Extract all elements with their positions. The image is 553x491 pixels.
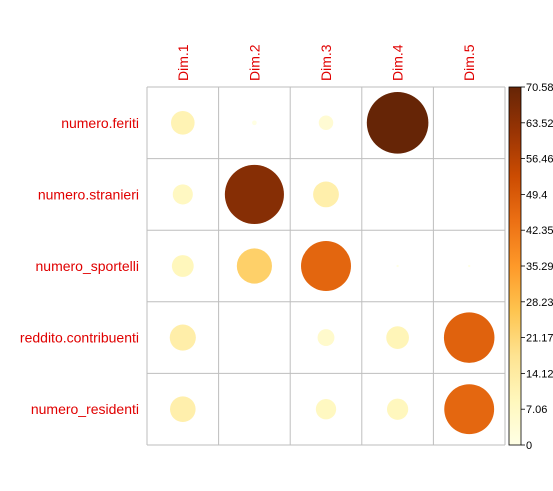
cell-circle <box>366 92 429 154</box>
cell-circle <box>313 181 339 208</box>
cell-circle <box>170 110 195 135</box>
cell-circle <box>224 164 284 224</box>
colorbar-tick-label: 7.06 <box>526 404 547 416</box>
row-label: numero.feriti <box>61 115 139 131</box>
cell-circle <box>396 264 399 268</box>
colorbar-tick-label: 35.29 <box>526 261 553 273</box>
colorbar-tick-label: 14.12 <box>526 368 553 380</box>
cell-circle <box>301 241 351 291</box>
colorbar-tick-label: 49.4 <box>526 189 547 201</box>
colorbar: 70.58 63.52 56.46 49.4 42.35 35.29 28.23 21.17 1… <box>508 82 553 452</box>
row-labels: numero.feriti numero.stranieri numero_spor… <box>20 115 139 417</box>
row-label: numero_residenti <box>31 401 139 417</box>
row-label: reddito.contribuenti <box>20 330 139 346</box>
colorbar-tick-label: 21.17 <box>526 333 553 345</box>
circles <box>169 92 495 435</box>
cell-circle <box>317 329 335 347</box>
cell-circle <box>386 326 409 349</box>
row-label: numero_sportelli <box>36 258 140 274</box>
cell-circle <box>170 396 196 423</box>
column-label: Dim.1 <box>175 44 191 81</box>
cell-circle <box>318 115 334 131</box>
column-label: Dim.3 <box>318 44 334 81</box>
cell-circle <box>252 120 257 126</box>
cell-circle <box>468 264 471 268</box>
cell-circle <box>444 384 495 435</box>
row-label: numero.stranieri <box>38 186 139 202</box>
colorbar-tick-label: 70.58 <box>526 82 553 94</box>
colorbar-tick-label: 28.23 <box>526 297 553 309</box>
colorbar-tick-label: 63.52 <box>526 118 553 130</box>
column-label: Dim.2 <box>246 44 262 81</box>
column-labels: Dim.1 Dim.2 Dim.3 Dim.4 Dim.5 <box>175 44 477 81</box>
colorbar-tick-label: 0 <box>526 440 532 452</box>
column-label: Dim.4 <box>390 44 406 81</box>
cell-circle <box>386 398 409 420</box>
cell-circle <box>169 324 196 351</box>
cell-circle <box>443 312 495 363</box>
colorbar-gradient <box>508 86 522 446</box>
cell-circle <box>171 255 194 277</box>
cell-circle <box>236 248 272 284</box>
colorbar-tick-label: 42.35 <box>526 225 553 237</box>
cell-circle <box>315 399 337 420</box>
cell-circle <box>172 184 193 205</box>
grid <box>146 86 506 446</box>
column-label: Dim.5 <box>461 44 477 81</box>
colorbar-tick-label: 56.46 <box>526 154 553 166</box>
